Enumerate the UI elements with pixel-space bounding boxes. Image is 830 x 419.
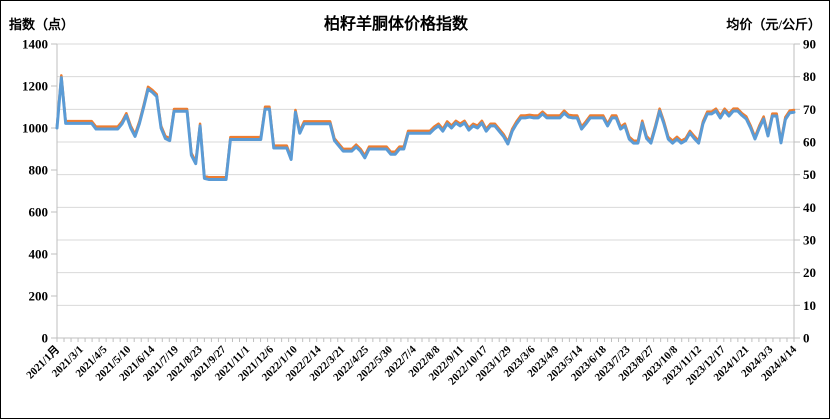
left-axis-tick-label: 1200 [22, 79, 48, 94]
index-line [55, 76, 796, 181]
price-line [55, 74, 796, 179]
right-axis-tick-label: 10 [803, 298, 816, 313]
left-axis-tick-label: 200 [29, 289, 49, 304]
right-axis-tick-label: 30 [803, 233, 816, 248]
chart-title: 柏籽羊胴体价格指数 [323, 16, 469, 33]
left-axis-tick-label: 400 [29, 247, 49, 262]
right-axis-tick-label: 20 [803, 265, 816, 280]
right-axis-tick-label: 70 [803, 102, 816, 117]
right-axis-tick-label: 0 [803, 331, 810, 346]
right-axis-tick-label: 50 [803, 167, 816, 182]
left-axis-title: 指数（点） [9, 17, 75, 32]
left-axis-tick-label: 600 [29, 205, 49, 220]
left-axis-tick-label: 1400 [22, 37, 48, 52]
left-axis-tick-label: 1000 [22, 121, 48, 136]
right-axis-tick-label: 80 [803, 69, 816, 84]
right-axis-tick-label: 60 [803, 135, 816, 150]
left-axis-tick-label: 0 [42, 331, 49, 346]
right-axis-title: 均价（元/公斤） [726, 17, 821, 32]
left-axis-tick-label: 800 [29, 163, 49, 178]
right-axis-tick-label: 40 [803, 200, 816, 215]
right-axis-tick-label: 90 [803, 37, 816, 52]
